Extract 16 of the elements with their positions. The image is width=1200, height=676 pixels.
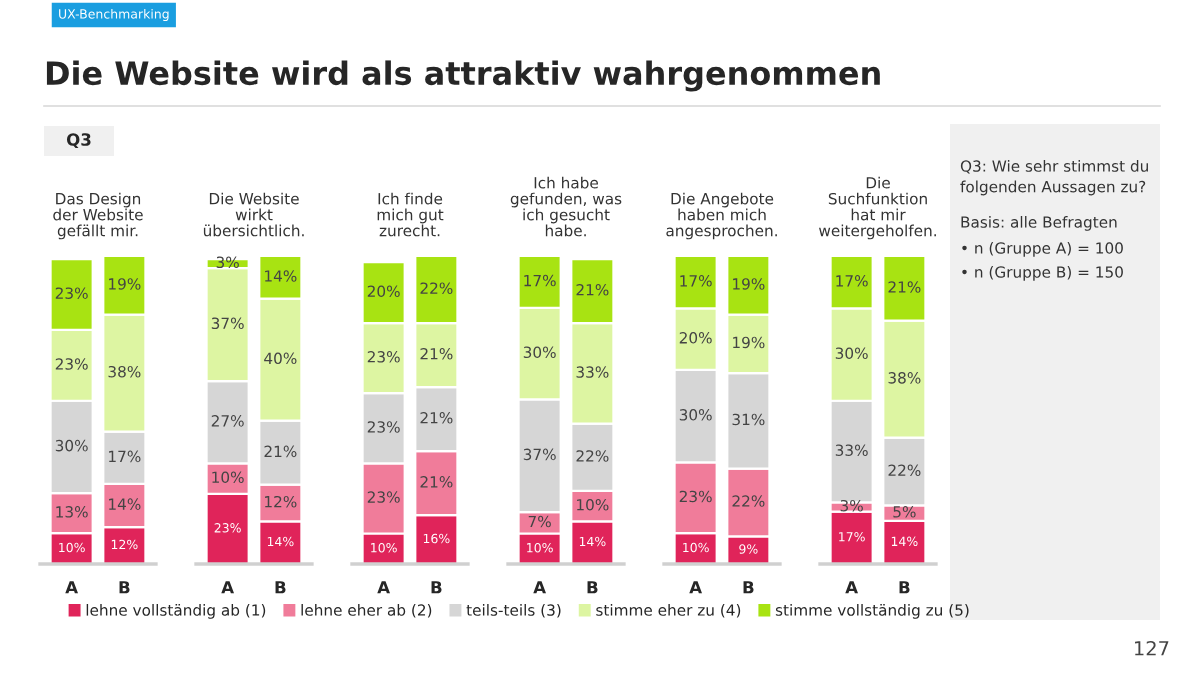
x-tick-label: A <box>65 581 78 594</box>
x-tick-label: A <box>689 581 702 594</box>
x-tick-label: B <box>119 581 130 594</box>
text: Die Website wird als attraktiv wahrgenommen <box>46 60 880 92</box>
x-tick-label: B <box>743 581 754 594</box>
x-tick-label: B <box>431 581 442 594</box>
text: 127 <box>1135 640 1169 656</box>
x-tick-label: B <box>587 581 598 594</box>
x-tick-label: A <box>845 581 858 594</box>
x-tick-label: A <box>377 581 390 594</box>
bar <box>829 510 874 564</box>
x-tick-label: B <box>275 581 286 594</box>
text: Q3 <box>66 133 91 149</box>
x-tick-label: A <box>533 581 546 594</box>
x-tick-label: A <box>221 581 234 594</box>
x-tick-label: B <box>899 581 910 594</box>
